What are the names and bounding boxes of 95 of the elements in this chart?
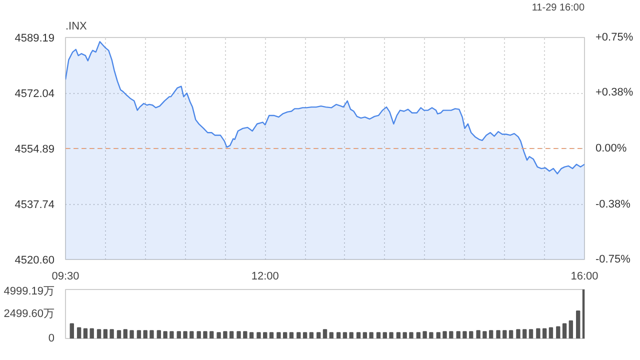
bar [409, 332, 414, 338]
bar [376, 332, 381, 338]
bar [103, 329, 108, 338]
bar [342, 332, 348, 338]
bar [276, 332, 281, 338]
bar [130, 330, 134, 338]
x-tick-label: 09:30 [52, 270, 80, 282]
bar [176, 331, 181, 338]
bar [528, 329, 534, 338]
bar [216, 332, 221, 338]
bar [203, 331, 208, 338]
bar [576, 310, 580, 338]
bar [402, 332, 407, 338]
bar [429, 332, 434, 338]
bar [562, 323, 567, 338]
bar [156, 330, 162, 338]
bar [263, 332, 268, 338]
bar [223, 331, 228, 338]
bar [269, 332, 274, 338]
bar [236, 331, 241, 338]
bar [256, 332, 261, 338]
bar [382, 332, 387, 338]
bar [96, 329, 102, 338]
bar [150, 330, 154, 338]
bar [536, 328, 540, 338]
y-tick-label: 4589.19 [14, 32, 55, 44]
bar [336, 332, 341, 338]
bar [282, 332, 288, 338]
y2-tick-label: 0.00% [596, 142, 627, 154]
bar [556, 326, 560, 338]
y-tick-label: 2499.60万 [4, 308, 55, 320]
bar [309, 332, 314, 338]
bar [422, 331, 427, 338]
bar [143, 330, 148, 338]
bar [436, 332, 440, 338]
y-tick-label: 4537.74 [14, 199, 55, 212]
bar [316, 332, 321, 338]
bar [456, 331, 460, 338]
chart-title: .INX [66, 20, 88, 32]
bar [302, 332, 308, 338]
bar [210, 331, 214, 338]
y-tick-label: 4554.89 [14, 144, 55, 156]
y2-tick-label: -0.75% [596, 254, 631, 266]
bar [469, 331, 474, 338]
bar [356, 332, 361, 338]
bar [548, 327, 554, 338]
bar [229, 331, 234, 338]
y-tick-label: 4572.04 [14, 88, 55, 100]
bar [110, 329, 114, 338]
x-tick-label: 12:00 [251, 270, 279, 282]
y2-tick-label: -0.38% [596, 198, 631, 211]
bar [488, 330, 494, 338]
bar [502, 330, 507, 338]
y-tick-label: 4999.19万 [4, 286, 55, 298]
bar [170, 331, 174, 338]
bar [568, 320, 574, 338]
bar [462, 331, 467, 338]
bar [329, 332, 334, 338]
y2-tick-label: +0.75% [596, 32, 634, 44]
bar [482, 331, 487, 338]
y-tick-label: 0 [48, 332, 55, 344]
bar [322, 329, 328, 338]
bar [116, 330, 122, 338]
bar [196, 331, 201, 338]
bar [289, 332, 294, 338]
bar [396, 332, 401, 338]
bar [83, 328, 88, 338]
bar [362, 332, 368, 338]
bar [190, 331, 194, 338]
bar [416, 332, 421, 338]
bar [389, 332, 394, 338]
y-tick-label: 4520.60 [14, 254, 55, 266]
text: 11-29 16:00 [532, 2, 585, 14]
bar [70, 323, 74, 338]
bar [249, 332, 254, 338]
bar [136, 330, 142, 338]
bar [296, 332, 301, 338]
bar [476, 330, 480, 338]
bar [522, 329, 527, 338]
bar [542, 328, 547, 338]
bar [516, 329, 520, 338]
bar [163, 331, 168, 338]
x-tick-label: 16:00 [570, 270, 598, 282]
bar [349, 332, 354, 338]
bar [183, 331, 188, 338]
bar [442, 331, 447, 338]
bar [449, 331, 454, 338]
bar [76, 327, 82, 338]
bar [508, 330, 514, 338]
bar [369, 332, 374, 338]
bar [90, 328, 94, 338]
bar [243, 331, 248, 338]
bar [496, 330, 500, 338]
y2-tick-label: +0.38% [596, 86, 634, 98]
bar [123, 329, 128, 338]
